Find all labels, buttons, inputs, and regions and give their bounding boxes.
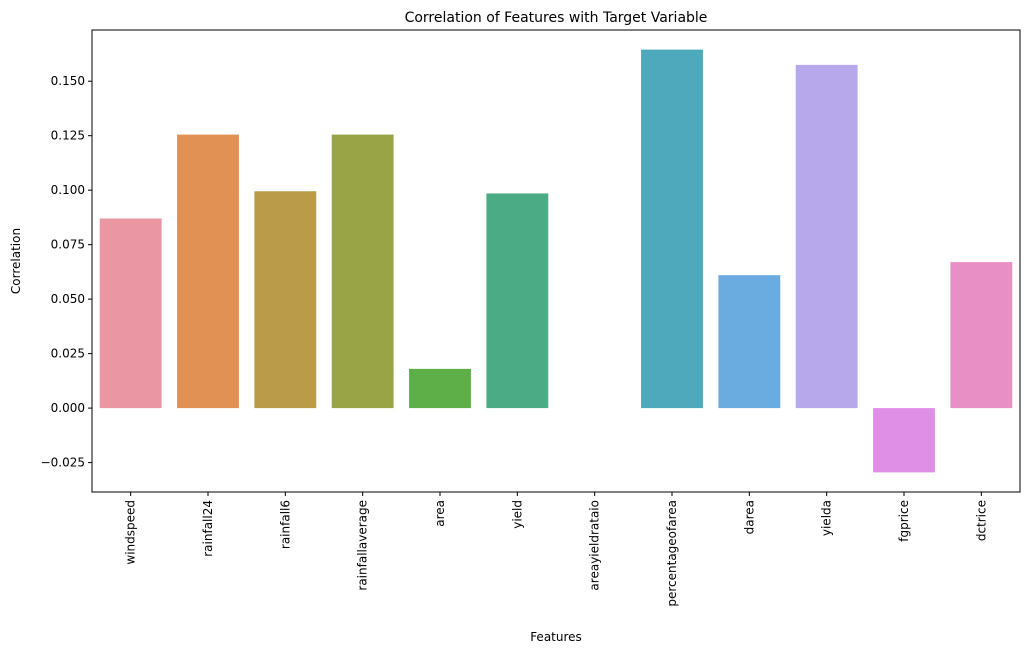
y-tick-label: −0.025 bbox=[41, 456, 85, 470]
bar-percentageofarea bbox=[641, 49, 703, 409]
x-tick-label-area: area bbox=[433, 500, 447, 527]
bar-rainfallaverage bbox=[331, 134, 394, 409]
y-axis-ticks: −0.025 0.000 0.025 0.050 0.075 0.100 0.125 0.15… bbox=[41, 74, 92, 470]
chart-title: Correlation of Features with Target Vari… bbox=[405, 10, 708, 26]
bar-fgprice bbox=[873, 408, 935, 473]
bar-rainfall6 bbox=[254, 191, 317, 409]
y-tick-label: 0.100 bbox=[51, 183, 85, 197]
y-tick-label: 0.025 bbox=[51, 347, 85, 361]
y-tick-label: 0.050 bbox=[51, 292, 85, 306]
bar-yield bbox=[486, 193, 549, 409]
x-tick-label-dctrice: dctrice bbox=[974, 500, 988, 541]
bar-windspeed bbox=[99, 218, 162, 409]
x-tick-label-darea: darea bbox=[742, 500, 756, 534]
plot-frame bbox=[91, 29, 1021, 493]
x-tick-label-yielda: yielda bbox=[820, 500, 834, 536]
x-tick-label-fgprice: fgprice bbox=[897, 500, 911, 542]
bar-yielda bbox=[795, 64, 858, 409]
bar-rainfall24 bbox=[177, 134, 239, 409]
x-tick-label-rainfall6: rainfall6 bbox=[278, 500, 292, 549]
x-axis-label: Features bbox=[530, 630, 582, 644]
x-axis-ticks: windspeed rainfall24 rainfall6 rainfallaver… bbox=[124, 492, 988, 607]
y-tick-label: 0.075 bbox=[51, 238, 85, 252]
x-tick-label-percentageofarea: percentageofarea bbox=[665, 500, 679, 607]
y-tick-label: 0.000 bbox=[51, 401, 85, 415]
x-tick-label-windspeed: windspeed bbox=[124, 500, 138, 565]
bar-darea bbox=[718, 275, 781, 409]
y-tick-label: 0.150 bbox=[51, 74, 85, 88]
x-tick-label-rainfallaverage: rainfallaverage bbox=[356, 500, 370, 591]
x-tick-label-areayieldrataio: areayieldrataio bbox=[588, 500, 602, 591]
bar-area bbox=[409, 368, 471, 409]
y-axis-label: Correlation bbox=[9, 228, 23, 294]
x-tick-label-yield: yield bbox=[510, 500, 524, 529]
x-tick-label-rainfall24: rainfall24 bbox=[201, 500, 215, 557]
bars bbox=[99, 49, 1013, 473]
y-tick-label: 0.125 bbox=[51, 129, 85, 143]
bar-dctrice bbox=[950, 262, 1013, 409]
